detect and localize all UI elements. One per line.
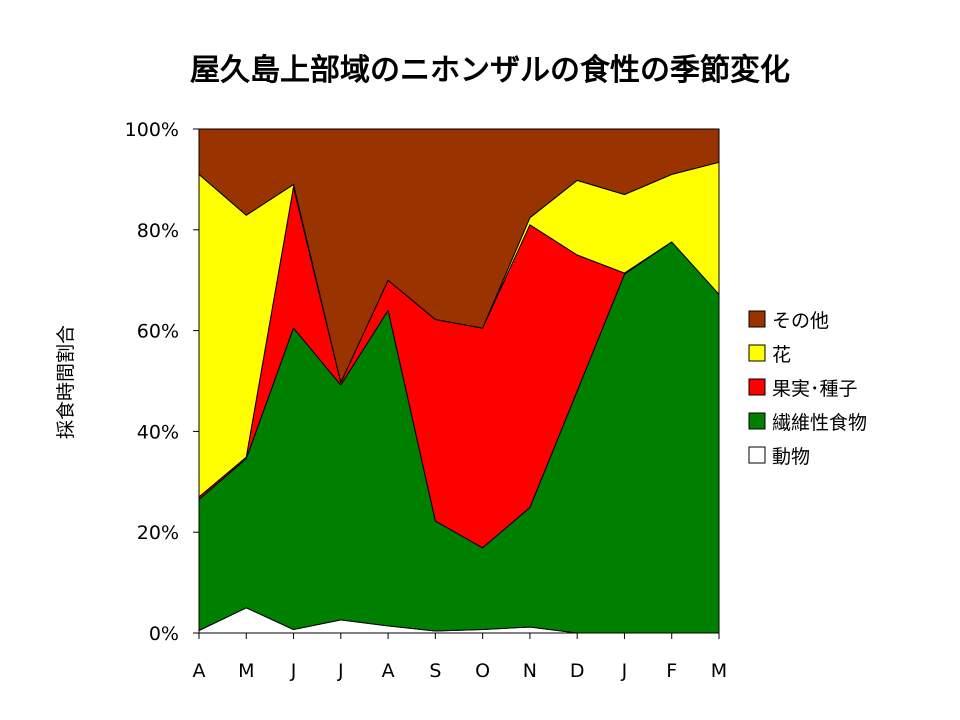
y-tick-label: 80%: [137, 220, 179, 242]
x-tick-label: J: [337, 660, 344, 682]
y-tick-label: 20%: [137, 522, 179, 544]
legend-item-果実-種子: 果実･種子: [748, 378, 858, 400]
x-tick-label: M: [238, 660, 254, 682]
legend-label: 動物: [772, 446, 810, 468]
x-tick-label: M: [711, 660, 727, 682]
legend-item-花: 花: [748, 344, 791, 366]
y-tick-label: 100%: [125, 119, 179, 141]
legend-item-動物: 動物: [748, 446, 810, 468]
y-axis-label: 採食時間割合: [55, 325, 77, 439]
chart-title: 屋久島上部域のニホンザルの食性の季節変化: [190, 53, 790, 88]
x-tick-label: N: [523, 660, 537, 682]
x-tick-label: A: [193, 660, 206, 682]
legend-item-繊維性食物: 繊維性食物: [748, 412, 867, 434]
legend-swatch: [748, 310, 766, 328]
x-tick-label: J: [621, 660, 628, 682]
legend-label: 花: [772, 344, 791, 366]
x-tick-label: S: [429, 660, 441, 682]
x-tick-label: O: [475, 660, 490, 682]
x-tick-label: J: [290, 660, 297, 682]
x-tick-label: F: [666, 660, 677, 682]
legend-label: 繊維性食物: [772, 412, 867, 434]
legend-item-その他: その他: [748, 310, 829, 332]
area-layers: [198, 128, 720, 634]
legend-label: その他: [772, 310, 829, 332]
y-axis-ticks: 0% 20% 40% 60% 80% 100%: [125, 119, 199, 645]
y-tick-label: 0%: [149, 623, 179, 645]
y-tick-label: 40%: [137, 421, 179, 443]
legend-swatch: [748, 412, 766, 430]
x-tick-label: A: [382, 660, 395, 682]
y-tick-label: 60%: [137, 321, 179, 343]
legend-label: 果実･種子: [772, 378, 858, 400]
x-tick-label: D: [570, 660, 585, 682]
legend-swatch: [748, 446, 766, 464]
legend-swatch: [748, 378, 766, 396]
legend-swatch: [748, 344, 766, 362]
plot-frame: [198, 128, 720, 634]
